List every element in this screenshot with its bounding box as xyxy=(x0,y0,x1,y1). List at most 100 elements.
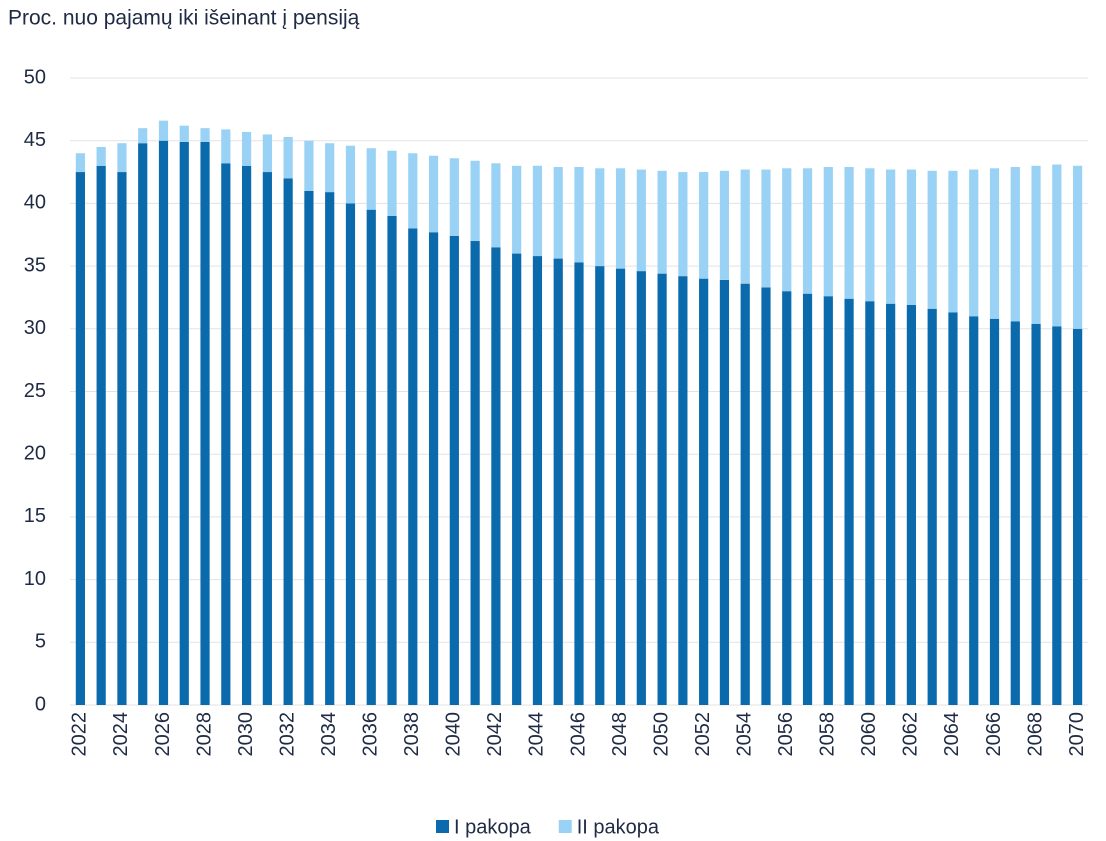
bar-segment xyxy=(387,215,397,705)
bar-segment xyxy=(886,303,896,705)
bar-segment xyxy=(802,168,813,294)
bar-segment xyxy=(138,128,148,144)
bar-segment xyxy=(117,172,127,706)
bar-segment xyxy=(823,296,833,705)
bar-segment xyxy=(158,120,169,141)
bar-segment xyxy=(865,301,875,705)
y-tick-label: 25 xyxy=(24,380,46,402)
x-tick-label: 2036 xyxy=(360,712,382,757)
bar-segment xyxy=(636,169,646,272)
bar-segment xyxy=(75,153,85,173)
bar-segment xyxy=(325,192,335,705)
bar-segment xyxy=(512,253,522,705)
bar-segment xyxy=(823,167,833,297)
bar-segment xyxy=(304,140,314,191)
bar-segment xyxy=(844,298,854,705)
bar-segment xyxy=(1073,328,1083,705)
bar-segment xyxy=(512,165,522,254)
bar-segment xyxy=(740,283,750,705)
bar-segment xyxy=(886,169,896,304)
x-tick-label: 2058 xyxy=(817,712,839,757)
y-tick-label: 50 xyxy=(24,66,46,88)
bar-segment xyxy=(428,155,439,233)
x-tick-label: 2068 xyxy=(1024,712,1046,757)
bar-segment xyxy=(75,172,85,706)
x-tick-label: 2038 xyxy=(401,712,423,757)
bar-segment xyxy=(179,141,189,706)
bar-segment xyxy=(740,169,750,284)
x-tick-label: 2022 xyxy=(69,712,91,757)
x-tick-label: 2054 xyxy=(733,712,755,757)
bar-segment xyxy=(428,232,439,705)
legend-label: I pakopa xyxy=(454,816,532,838)
bar-segment xyxy=(491,247,501,706)
bar-segment xyxy=(636,271,646,705)
bar-segment xyxy=(865,168,875,302)
bar-segment xyxy=(241,165,252,705)
chart-title: Proc. nuo pajamų iki išeinant į pensiją xyxy=(8,7,360,30)
bar-segment xyxy=(96,165,106,705)
x-tick-label: 2032 xyxy=(276,712,298,757)
bar-segment xyxy=(927,308,937,705)
bar-segment xyxy=(595,168,605,267)
y-tick-label: 20 xyxy=(24,442,46,464)
legend-label: II pakopa xyxy=(577,816,660,838)
bar-segment xyxy=(408,228,418,706)
bar-segment xyxy=(304,190,314,706)
bar-segment xyxy=(449,236,459,705)
x-tick-label: 2030 xyxy=(235,712,257,757)
x-tick-label: 2048 xyxy=(609,712,631,757)
bar-segment xyxy=(989,168,1000,319)
bar-segment xyxy=(761,287,771,705)
bar-segment xyxy=(96,146,106,166)
bar-segment xyxy=(948,312,958,705)
bar-segment xyxy=(927,170,937,309)
bar-segment xyxy=(948,170,958,313)
bar-segment xyxy=(699,172,709,279)
y-tick-label: 40 xyxy=(24,192,46,214)
y-tick-label: 45 xyxy=(24,129,46,151)
bar-segment xyxy=(699,278,709,705)
bar-segment xyxy=(345,145,356,204)
bar-segment xyxy=(491,163,501,248)
x-tick-label: 2040 xyxy=(443,712,465,757)
x-tick-label: 2062 xyxy=(900,712,922,757)
x-tick-label: 2024 xyxy=(110,712,132,757)
y-tick-label: 0 xyxy=(35,693,46,715)
x-tick-label: 2070 xyxy=(1066,712,1088,757)
bar-segment xyxy=(532,256,543,705)
bar-segment xyxy=(221,129,231,164)
bar-segment xyxy=(761,169,771,288)
bar-segment xyxy=(1031,165,1041,324)
x-tick-label: 2046 xyxy=(567,712,589,757)
bar-segment xyxy=(387,150,397,216)
bar-segment xyxy=(615,268,626,705)
x-tick-label: 2042 xyxy=(484,712,506,757)
bar-segment xyxy=(1031,323,1041,705)
bar-segment xyxy=(283,136,293,179)
bar-segment xyxy=(345,203,356,705)
bar-segment xyxy=(470,241,480,705)
x-tick-label: 2056 xyxy=(775,712,797,757)
bar-segment xyxy=(262,172,272,706)
bar-segment xyxy=(553,258,563,705)
bar-segment xyxy=(574,262,584,705)
bar-segment xyxy=(657,170,667,274)
y-tick-label: 30 xyxy=(24,317,46,339)
bar-segment xyxy=(657,273,667,705)
y-tick-label: 15 xyxy=(24,505,46,527)
bar-segment xyxy=(262,134,272,173)
bar-segment xyxy=(782,168,792,292)
bar-segment xyxy=(574,167,584,263)
legend-swatch xyxy=(436,820,449,833)
bar-segment xyxy=(138,143,148,705)
bar-segment xyxy=(844,167,854,299)
bar-segment xyxy=(221,163,231,706)
bar-segment xyxy=(1010,167,1020,322)
legend-swatch xyxy=(558,820,572,833)
x-tick-label: 2060 xyxy=(858,712,880,757)
bar-segment xyxy=(1052,164,1062,327)
bar-segment xyxy=(325,143,335,193)
y-tick-label: 10 xyxy=(24,568,46,590)
